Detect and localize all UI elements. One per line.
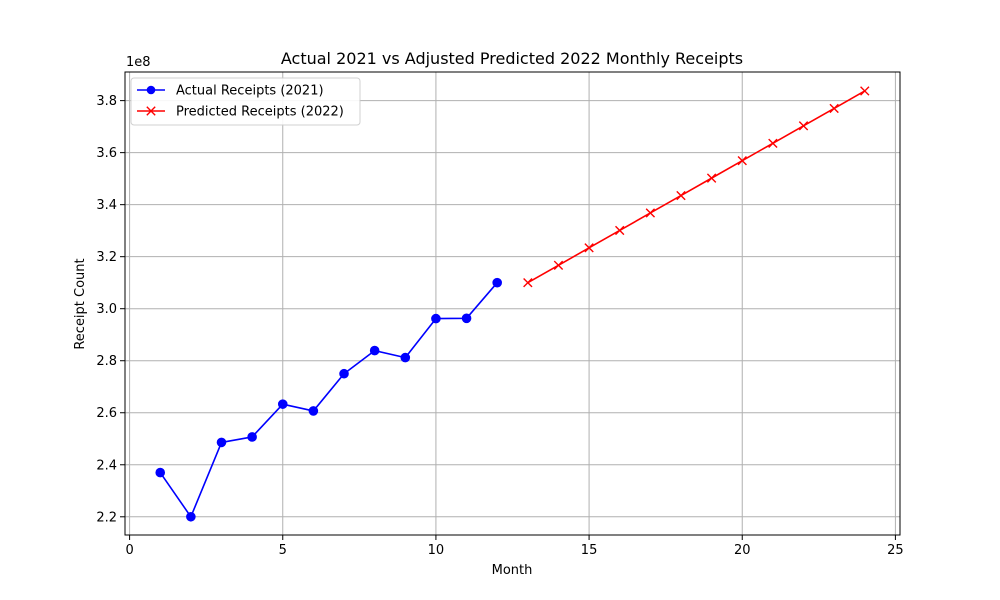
y-tick-label: 3.2 bbox=[96, 250, 117, 265]
x-axis: 0 5 10 15 20 25 bbox=[125, 535, 904, 558]
y-tick-label: 3.8 bbox=[96, 94, 117, 109]
data-point bbox=[339, 368, 349, 379]
series-layer bbox=[155, 86, 870, 522]
data-point bbox=[155, 467, 166, 478]
data-point bbox=[584, 243, 594, 253]
y-tick-label: 2.8 bbox=[96, 354, 117, 369]
data-point bbox=[798, 121, 809, 131]
x-tick-label: 0 bbox=[125, 543, 133, 558]
x-axis-label: Month bbox=[492, 563, 533, 578]
data-point bbox=[553, 260, 564, 270]
y-tick-label: 3.0 bbox=[96, 302, 117, 317]
legend: Actual Receipts (2021) Predicted Receipts… bbox=[130, 77, 361, 126]
legend-label-2: Predicted Receipts (2022) bbox=[176, 105, 344, 120]
data-point bbox=[400, 352, 411, 363]
x-tick-label: 5 bbox=[279, 543, 287, 558]
x-tick-label: 10 bbox=[428, 543, 445, 558]
data-point bbox=[676, 190, 686, 201]
data-point bbox=[492, 277, 502, 288]
y-tick-label: 3.6 bbox=[96, 146, 117, 161]
legend-label-1: Actual Receipts (2021) bbox=[176, 84, 324, 99]
y-tick-label: 2.2 bbox=[96, 510, 117, 525]
data-point bbox=[645, 208, 656, 218]
legend-marker-2 bbox=[146, 106, 156, 116]
plot-area bbox=[125, 72, 900, 535]
data-point bbox=[308, 406, 319, 416]
grid bbox=[125, 72, 900, 535]
data-point bbox=[461, 313, 472, 324]
data-point bbox=[247, 432, 257, 442]
chart-title: Actual 2021 vs Adjusted Predicted 2022 M… bbox=[281, 49, 743, 68]
data-point bbox=[277, 399, 288, 409]
y-tick-label: 2.4 bbox=[96, 458, 117, 473]
y-axis: 2.2 2.4 2.6 2.8 3.0 3.2 3.4 3.6 3.8 bbox=[96, 94, 125, 525]
data-point bbox=[768, 138, 778, 148]
y-tick-label: 2.6 bbox=[96, 406, 117, 421]
series-line-1 bbox=[159, 282, 498, 518]
data-point bbox=[737, 156, 747, 166]
data-point bbox=[615, 225, 625, 236]
series-line-2 bbox=[527, 90, 866, 284]
legend-marker-1 bbox=[146, 85, 156, 95]
x-tick-label: 25 bbox=[887, 543, 904, 558]
data-point bbox=[186, 511, 196, 522]
y-axis-label: Receipt Count bbox=[73, 258, 88, 349]
legend-box bbox=[130, 77, 361, 126]
data-point bbox=[706, 173, 717, 183]
y-tick-label: 3.4 bbox=[96, 198, 117, 213]
data-point bbox=[829, 103, 839, 114]
x-tick-label: 15 bbox=[581, 543, 598, 558]
data-point bbox=[523, 277, 533, 288]
data-point bbox=[860, 86, 870, 96]
y-offset-label: 1e8 bbox=[126, 55, 151, 70]
data-point bbox=[369, 345, 380, 356]
x-tick-label: 20 bbox=[734, 543, 751, 558]
data-point bbox=[216, 437, 227, 448]
data-point bbox=[431, 313, 441, 324]
plot-frame bbox=[124, 71, 901, 536]
